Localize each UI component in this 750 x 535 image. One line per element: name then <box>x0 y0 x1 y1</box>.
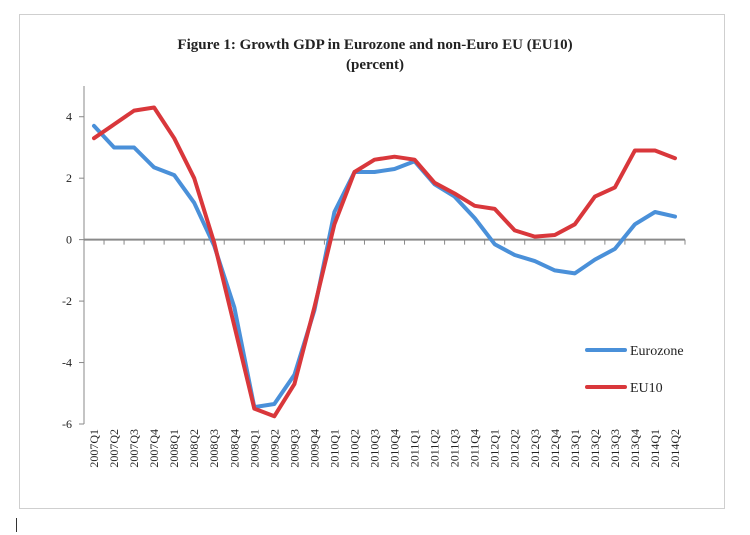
chart-subtitle: (percent) <box>345 57 405 73</box>
x-tick-label: 2011Q1 <box>408 429 422 467</box>
y-tick-label: -2 <box>62 294 72 308</box>
x-tick-label: 2008Q1 <box>167 429 181 468</box>
x-tick-label: 2009Q4 <box>307 429 321 468</box>
x-tick-label: 2007Q3 <box>127 429 141 468</box>
x-tick-label: 2007Q4 <box>147 429 161 468</box>
y-tick-label: -4 <box>62 356 72 370</box>
chart-title-block: Figure 1: Growth GDP in Eurozone and non… <box>0 35 750 75</box>
x-tick-label: 2014Q1 <box>648 429 662 468</box>
x-tick-label: 2011Q4 <box>468 429 482 467</box>
x-tick-label: 2013Q3 <box>608 429 622 468</box>
x-tick-label: 2010Q4 <box>388 429 402 468</box>
x-tick-label: 2013Q1 <box>568 429 582 468</box>
x-tick-label: 2008Q2 <box>187 429 201 468</box>
x-tick-label: 2012Q2 <box>508 429 522 468</box>
x-tick-label: 2011Q3 <box>448 429 462 467</box>
x-tick-label: 2014Q2 <box>668 429 682 468</box>
x-tick-label: 2007Q2 <box>107 429 121 468</box>
legend-label-eurozone: Eurozone <box>630 344 684 359</box>
x-tick-label: 2009Q3 <box>287 429 301 468</box>
x-tick-label: 2013Q4 <box>628 429 642 468</box>
legend-label-eu10: EU10 <box>630 381 663 396</box>
x-tick-label: 2007Q1 <box>87 429 101 468</box>
x-tick-label: 2013Q2 <box>588 429 602 468</box>
x-tick-label: 2008Q3 <box>207 429 221 468</box>
x-tick-label: 2012Q4 <box>548 429 562 468</box>
chart-frame <box>19 14 725 509</box>
text-cursor <box>16 518 17 532</box>
series-line-eurozone <box>92 123 677 410</box>
x-tick-label: 2009Q2 <box>267 429 281 468</box>
x-tick-label: 2010Q1 <box>327 429 341 468</box>
x-tick-label: 2009Q1 <box>247 429 261 468</box>
x-tick-label: 2008Q4 <box>227 429 241 468</box>
y-tick-label: -6 <box>62 417 72 431</box>
x-tick-label: 2012Q3 <box>528 429 542 468</box>
y-tick-label: 4 <box>66 110 72 124</box>
series-line-eu10 <box>92 105 677 419</box>
chart-title: Figure 1: Growth GDP in Eurozone and non… <box>177 37 573 53</box>
y-tick-label: 2 <box>66 171 72 185</box>
x-tick-label: 2010Q2 <box>347 429 361 468</box>
y-tick-label: 0 <box>66 233 72 247</box>
x-tick-label: 2012Q1 <box>488 429 502 468</box>
x-tick-label: 2010Q3 <box>367 429 381 468</box>
x-tick-label: 2011Q2 <box>428 429 442 467</box>
